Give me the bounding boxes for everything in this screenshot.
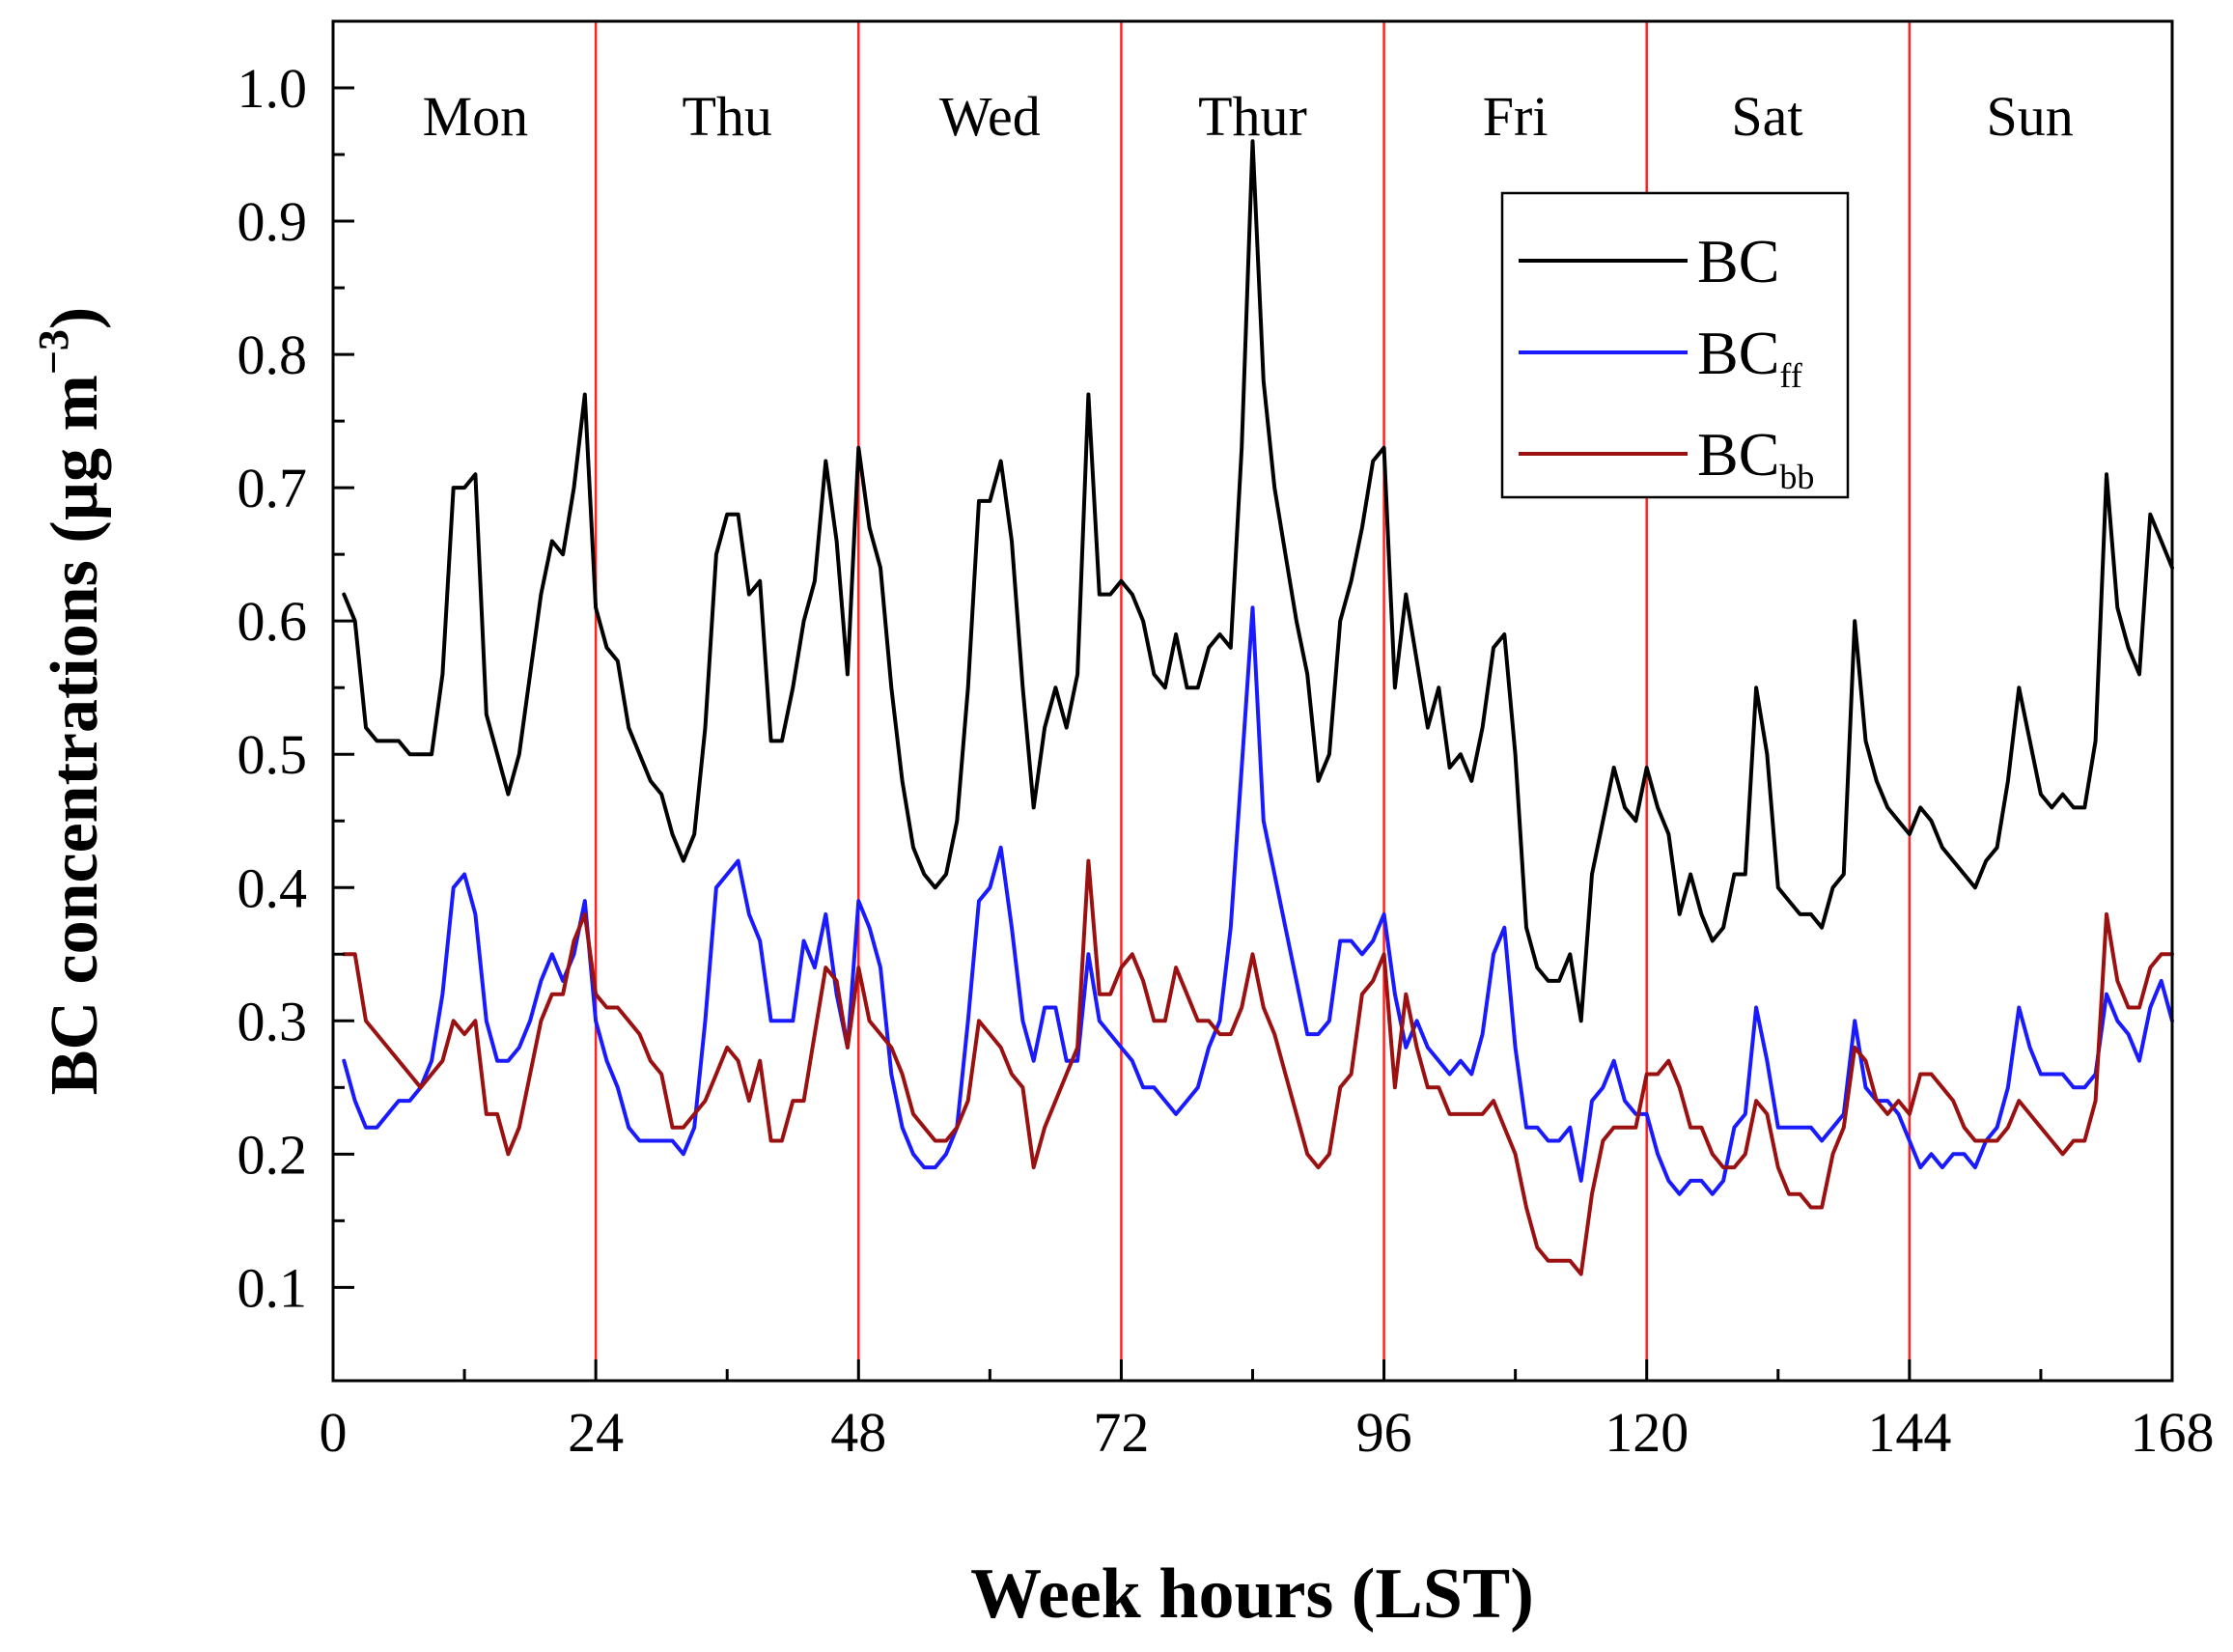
- legend-label-base: BC: [1697, 227, 1779, 295]
- y-tick-label-0-3: 0.3: [237, 990, 308, 1052]
- series-layer: [342, 139, 2174, 1276]
- day-label-thu: Thu: [682, 85, 771, 148]
- legend-label-bc: BC: [1697, 227, 1779, 295]
- y-tick-label-0-9: 0.9: [237, 190, 308, 253]
- y-tick-label-0-6: 0.6: [237, 590, 308, 653]
- y-tick-label-0-4: 0.4: [237, 856, 308, 919]
- y-tick-label-0-1: 0.1: [237, 1256, 308, 1319]
- day-labels: Mon Thu Wed Thur Fri Sat Sun: [423, 85, 2074, 148]
- x-tick-label-96: 96: [1356, 1401, 1412, 1464]
- legend-box: [1500, 191, 1850, 499]
- y-tick-label-0-5: 0.5: [237, 723, 308, 786]
- x-tick-label-0: 0: [320, 1401, 348, 1464]
- legend-label-bc-ff: BCff: [1697, 319, 1802, 395]
- x-tick-labels: 0 24 48 72 96 120 144 168: [320, 1401, 2215, 1464]
- x-axis-title: Week hours (LST): [970, 1554, 1534, 1634]
- day-label-thur: Thur: [1198, 85, 1307, 148]
- legend-label-base: BC: [1697, 420, 1779, 489]
- legend-label-bc-bb: BCbb: [1697, 420, 1814, 496]
- x-tick-label-168: 168: [2131, 1401, 2215, 1464]
- y-tick-labels: 0.1 0.2 0.3 0.4 0.5 0.6 0.7 0.8 0.9 1.0: [237, 57, 308, 1319]
- y-axis-title-close: ): [38, 307, 112, 329]
- x-tick-label-120: 120: [1605, 1401, 1689, 1464]
- x-tick-label-24: 24: [568, 1401, 624, 1464]
- y-tick-label-0-2: 0.2: [237, 1123, 308, 1186]
- y-tick-label-0-8: 0.8: [237, 323, 308, 386]
- series-line-bc: [342, 139, 2174, 1023]
- y-axis-title: BC concentrations (µg m−3): [30, 307, 112, 1095]
- day-label-fri: Fri: [1483, 85, 1549, 148]
- x-tick-label-144: 144: [1867, 1401, 1951, 1464]
- day-label-wed: Wed: [939, 85, 1041, 148]
- y-axis-title-sup: −3: [30, 329, 77, 375]
- legend-label-base: BC: [1697, 319, 1779, 387]
- series-line-bc-ff: [342, 605, 2174, 1196]
- y-axis-title-main: BC concentrations (µg m: [38, 375, 112, 1095]
- day-label-mon: Mon: [423, 85, 529, 148]
- day-separators: [594, 21, 1912, 1381]
- day-label-sat: Sat: [1731, 85, 1802, 148]
- y-tick-label-0-7: 0.7: [237, 457, 308, 519]
- x-tick-label-48: 48: [830, 1401, 886, 1464]
- series-line-bc-bb: [342, 858, 2174, 1276]
- axis-ticks: [331, 19, 2174, 1381]
- legend-label-subscript: bb: [1779, 458, 1814, 496]
- y-tick-label-1: 1.0: [237, 57, 308, 120]
- x-tick-label-72: 72: [1093, 1401, 1149, 1464]
- day-label-sun: Sun: [1986, 85, 2073, 148]
- legend-label-subscript: ff: [1779, 356, 1801, 395]
